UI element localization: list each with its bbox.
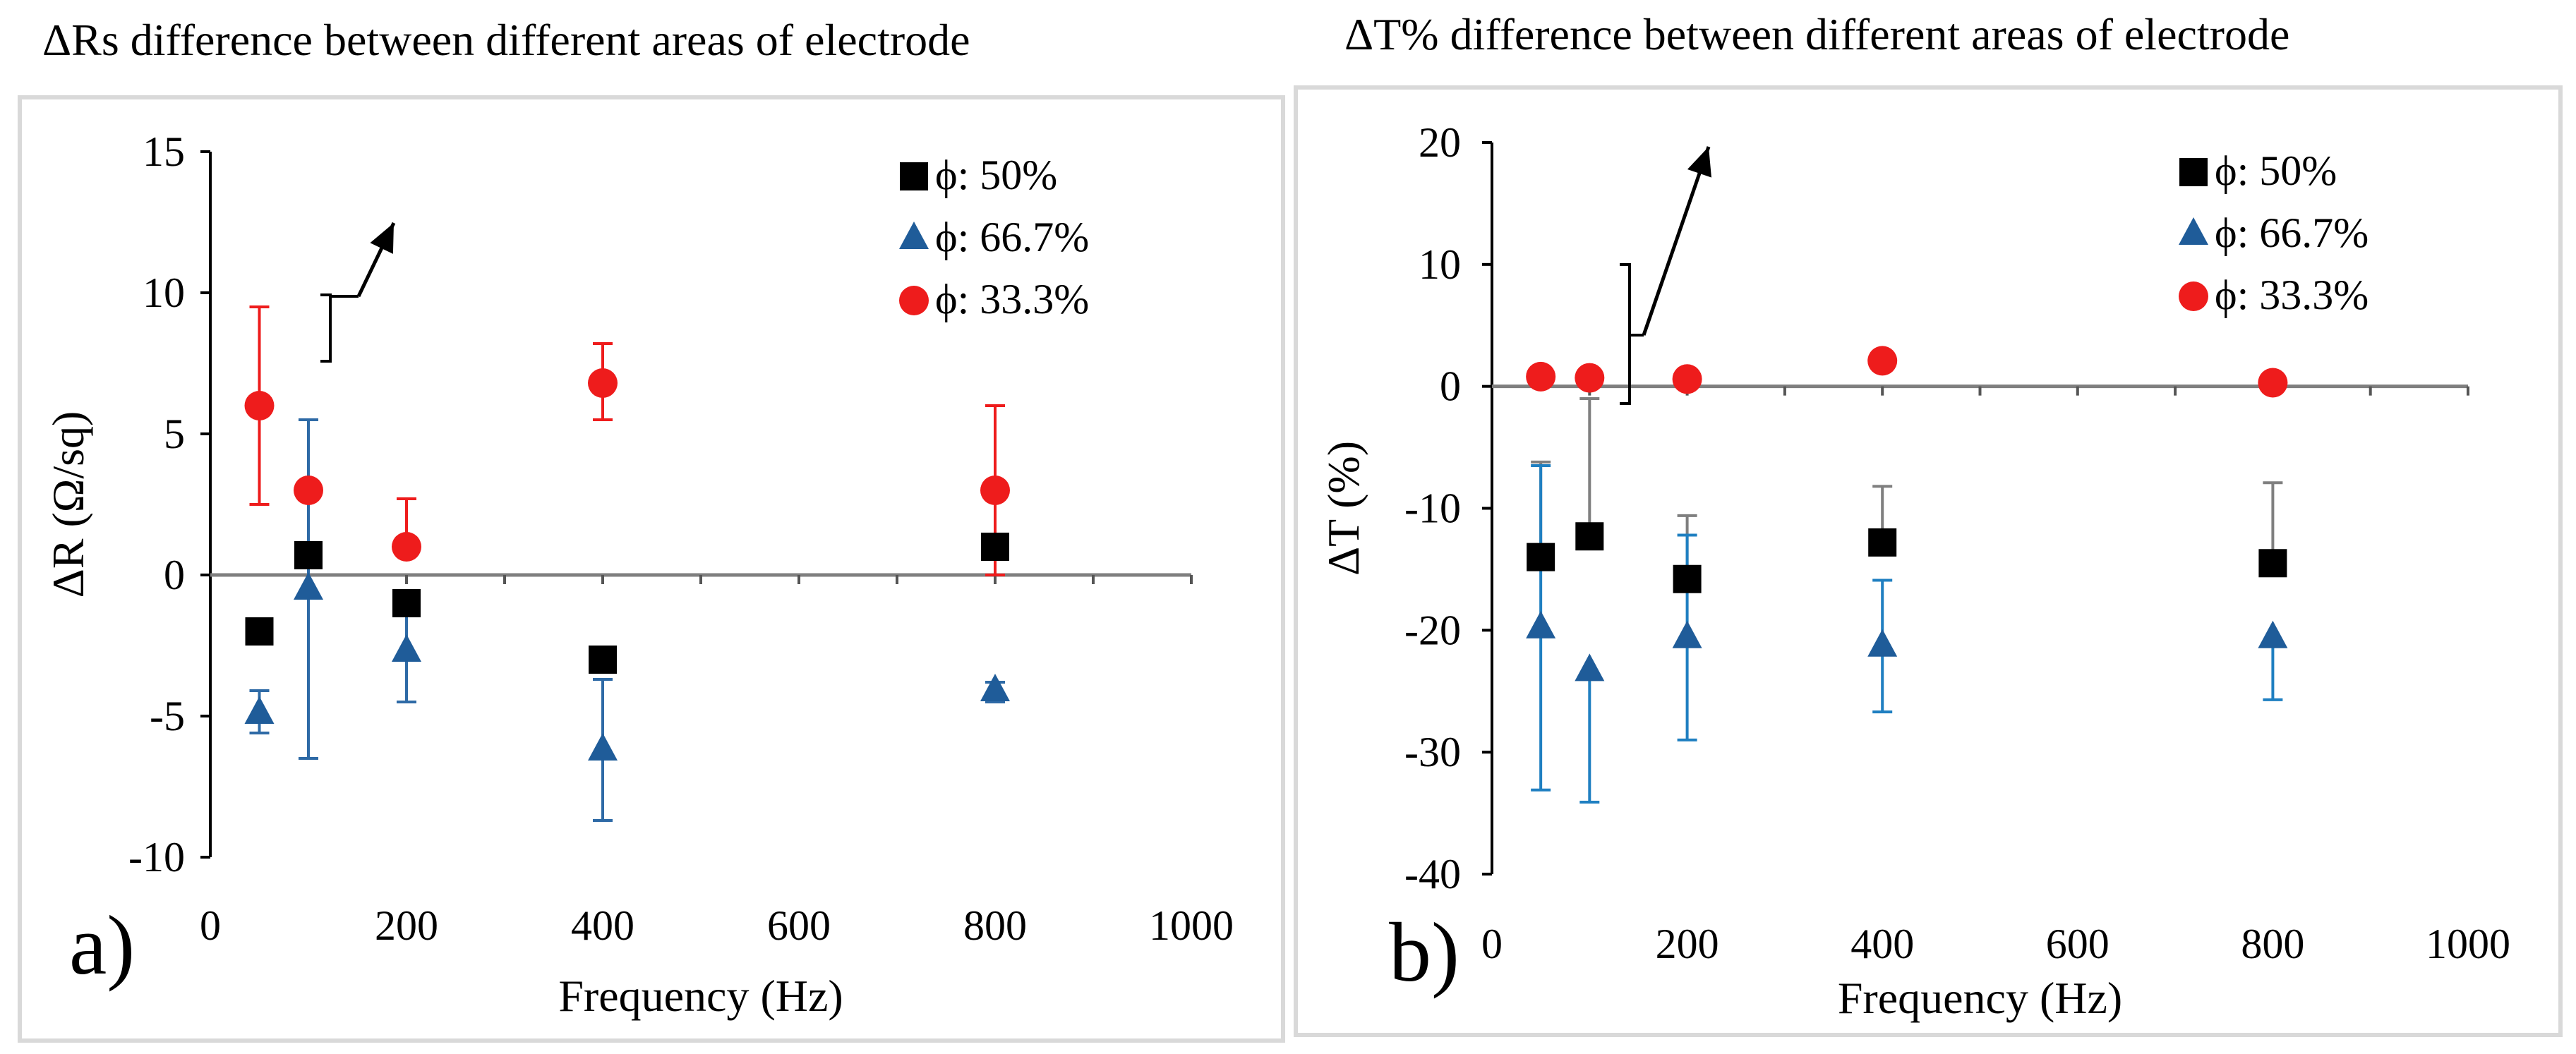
panel-label: a) xyxy=(69,898,135,992)
data-point-circle xyxy=(1575,363,1605,393)
legend-marker-circle xyxy=(899,286,929,315)
annotation-arrow-head xyxy=(1687,147,1711,178)
data-point-square xyxy=(294,541,323,569)
annotation-bracket xyxy=(1620,263,1631,405)
x-tick-label: 400 xyxy=(571,902,634,949)
legend-label: ϕ: 50% xyxy=(935,152,1057,198)
data-point-square xyxy=(1575,522,1604,551)
data-point-square xyxy=(245,617,274,646)
data-point-circle xyxy=(244,391,275,420)
legend-marker-square xyxy=(900,162,928,190)
x-tick-label: 200 xyxy=(375,902,438,949)
data-point-triangle xyxy=(392,634,421,662)
data-point-triangle xyxy=(294,572,323,600)
data-point-triangle xyxy=(980,674,1010,701)
y-tick-label: 10 xyxy=(143,269,185,316)
legend-marker-square xyxy=(2179,158,2208,186)
data-point-square xyxy=(2258,549,2287,578)
y-tick-label: 10 xyxy=(1419,241,1461,288)
data-point-circle xyxy=(294,475,323,505)
chart-a-frame xyxy=(18,95,1285,1043)
y-tick-label: -10 xyxy=(1404,485,1461,532)
data-point-triangle xyxy=(1672,620,1702,648)
legend-marker-triangle xyxy=(899,222,929,249)
data-point-triangle xyxy=(1575,653,1605,682)
x-tick-label: 600 xyxy=(767,902,831,949)
y-tick-label: -30 xyxy=(1404,729,1461,775)
x-tick-label: 800 xyxy=(963,902,1027,949)
legend-marker-circle xyxy=(2179,281,2208,311)
y-tick-label: -10 xyxy=(128,834,185,880)
x-tick-label: 1000 xyxy=(2426,921,2510,967)
legend-label: ϕ: 66.7% xyxy=(935,214,1089,260)
x-tick-label: 0 xyxy=(1481,921,1503,967)
chart-a-title: ΔRs difference between different areas o… xyxy=(42,15,970,65)
data-point-square xyxy=(392,589,421,617)
y-tick-label: 5 xyxy=(164,411,185,457)
x-axis-label: Frequency (Hz) xyxy=(1838,973,2122,1023)
x-tick-label: 600 xyxy=(2046,921,2109,967)
legend-marker-triangle xyxy=(2179,217,2208,245)
chart-b-frame xyxy=(1294,85,2563,1037)
y-axis-label: ΔT (%) xyxy=(1318,441,1368,576)
y-tick-label: -40 xyxy=(1404,851,1461,897)
data-point-triangle xyxy=(588,733,618,761)
x-tick-label: 200 xyxy=(1656,921,1719,967)
data-point-triangle xyxy=(244,696,275,724)
legend-label: ϕ: 50% xyxy=(2215,147,2337,194)
data-point-circle xyxy=(1526,361,1556,392)
y-tick-label: 20 xyxy=(1419,119,1461,166)
data-point-square xyxy=(981,533,1009,561)
y-axis-label: ΔR (Ω/sq) xyxy=(43,411,93,598)
annotation-arrow-head xyxy=(370,223,394,254)
x-tick-label: 400 xyxy=(1850,921,1914,967)
data-point-circle xyxy=(980,475,1010,505)
x-tick-label: 0 xyxy=(200,902,221,949)
y-tick-label: -20 xyxy=(1404,607,1461,653)
annotation-bracket xyxy=(320,293,332,363)
data-point-square xyxy=(589,646,617,674)
x-tick-label: 1000 xyxy=(1149,902,1234,949)
data-point-square xyxy=(1527,543,1555,571)
data-point-triangle xyxy=(1526,610,1556,638)
data-point-circle xyxy=(1672,364,1702,394)
data-point-square xyxy=(1868,528,1897,557)
x-tick-label: 800 xyxy=(2241,921,2304,967)
y-tick-label: 15 xyxy=(143,128,185,175)
data-point-circle xyxy=(2258,368,2288,398)
panel-label: b) xyxy=(1389,905,1459,999)
y-tick-label: 0 xyxy=(164,552,185,598)
data-point-circle xyxy=(1867,346,1898,376)
legend-label: ϕ: 66.7% xyxy=(2215,210,2369,256)
y-tick-label: 0 xyxy=(1440,363,1461,410)
data-point-circle xyxy=(588,368,618,398)
chart-b-title: ΔT% difference between different areas o… xyxy=(1344,9,2290,59)
data-point-square xyxy=(1673,564,1702,593)
x-axis-label: Frequency (Hz) xyxy=(558,971,843,1021)
data-point-triangle xyxy=(1867,629,1898,657)
data-point-circle xyxy=(392,532,421,562)
data-point-triangle xyxy=(2258,620,2288,648)
chart-a: -10 -5 0 5 10 15 0 200 400 600 800 1000 Frequency (H… xyxy=(43,128,1234,1021)
y-tick-label: -5 xyxy=(150,693,185,739)
annotation-arrow-line xyxy=(1642,146,1711,336)
legend-label: ϕ: 33.3% xyxy=(2215,272,2369,318)
legend-label: ϕ: 33.3% xyxy=(935,276,1089,322)
